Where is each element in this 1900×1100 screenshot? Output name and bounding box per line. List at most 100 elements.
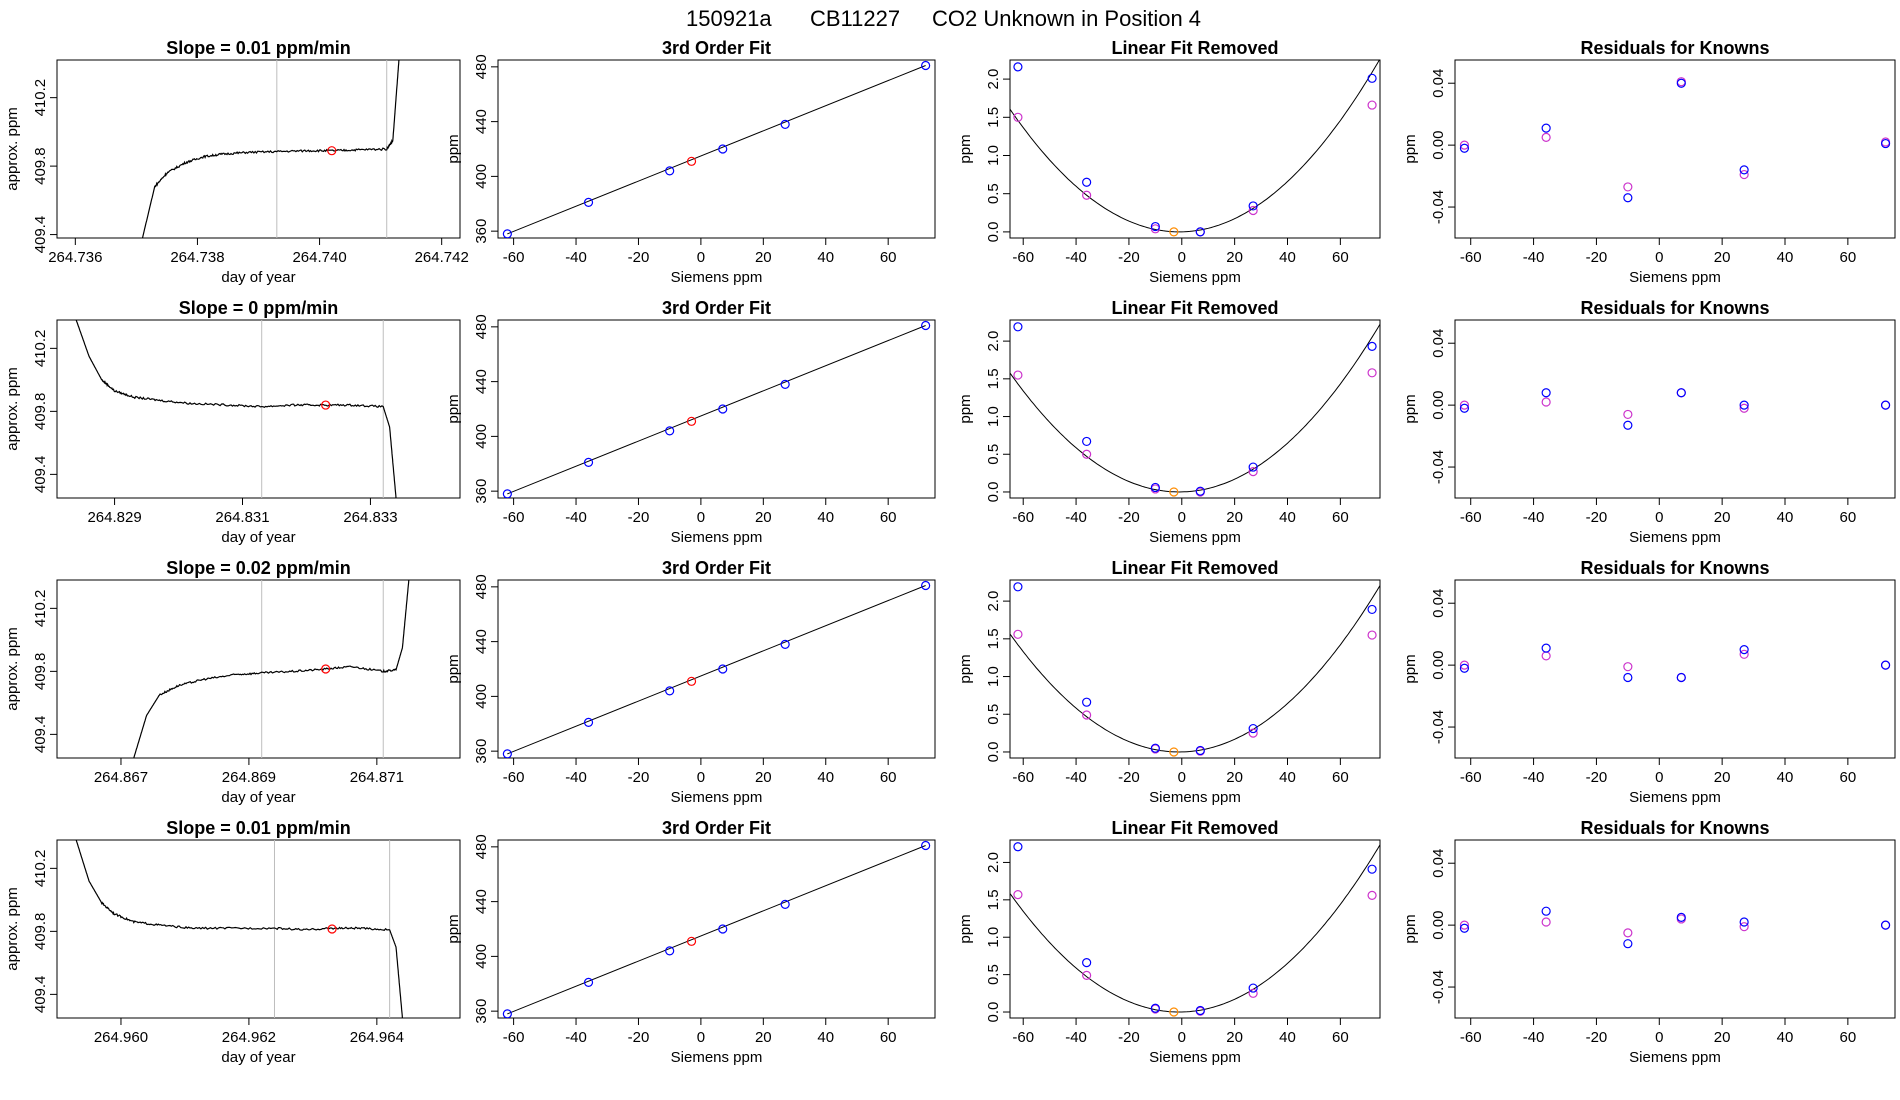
plot-frame <box>497 579 936 759</box>
x-tick-label: -60 <box>503 1029 525 1046</box>
known-point-alt <box>1150 224 1160 234</box>
plot-area <box>141 60 400 238</box>
y-tick-label: -0.04 <box>1430 970 1447 1004</box>
x-tick-label: 20 <box>755 249 772 266</box>
plot-area <box>75 320 397 498</box>
y-tick-label: 410.2 <box>32 850 49 888</box>
x-tick-label: -20 <box>1586 249 1608 266</box>
known-point <box>1459 663 1470 673</box>
known-point <box>1880 400 1891 410</box>
known-point <box>1459 143 1470 153</box>
x-tick-label: -60 <box>1460 1029 1482 1046</box>
known-point-alt <box>1739 922 1749 932</box>
known-point <box>1623 193 1633 203</box>
known-point <box>921 840 931 851</box>
y-tick-label: 440 <box>473 369 490 394</box>
known-point <box>1880 138 1891 149</box>
x-tick-label: 264.960 <box>94 1029 148 1046</box>
known-point <box>1676 912 1686 922</box>
y-tick-label: 360 <box>473 219 490 244</box>
y-tick-label: 440 <box>473 109 490 134</box>
average-marker <box>321 400 331 410</box>
x-tick-label: 20 <box>1226 769 1243 786</box>
known-point-alt <box>1367 630 1377 640</box>
y-tick-label: 409.4 <box>32 216 49 254</box>
x-tick-label: -20 <box>628 769 650 786</box>
y-tick-label: 0.0 <box>985 482 1002 503</box>
x-tick-label: 0 <box>1178 1029 1186 1046</box>
fit-line <box>507 845 926 1015</box>
panel-title: 3rd Order Fit <box>662 298 771 318</box>
known-point <box>921 580 931 591</box>
x-tick-label: -20 <box>1586 509 1608 526</box>
y-tick-label: 410.2 <box>32 79 49 117</box>
known-point <box>1623 672 1633 683</box>
known-point-alt <box>1623 182 1633 192</box>
plot-frame <box>56 839 461 1019</box>
known-point <box>1739 645 1749 655</box>
y-tick-label: 0.0 <box>985 1002 1002 1023</box>
x-tick-label: 0 <box>697 249 705 266</box>
panel-r3c1: Slope = 0.02 ppm/min 264.867 264.869 264.87… <box>4 558 461 806</box>
y-tick-label: 2.0 <box>985 852 1002 873</box>
x-axis-label: Siemens ppm <box>1629 269 1721 286</box>
plot-frame <box>56 59 461 239</box>
x-tick-label: 60 <box>880 509 897 526</box>
known-point <box>1367 73 1377 83</box>
panel-r2c1: Slope = 0 ppm/min 264.829 264.831 264.833 40… <box>4 298 461 546</box>
plot-area <box>1010 322 1380 497</box>
x-tick-label: 264.869 <box>222 769 276 786</box>
known-point-alt <box>1459 140 1470 150</box>
known-point-alt <box>1541 397 1551 407</box>
x-tick-label: -60 <box>503 509 525 526</box>
y-axis-label: approx. ppm <box>4 627 21 710</box>
x-tick-label: 40 <box>1777 509 1794 526</box>
panel-title: Slope = 0.01 ppm/min <box>166 818 351 838</box>
x-tick-label: 60 <box>1332 249 1349 266</box>
y-tick-label: 360 <box>473 479 490 504</box>
unknown-point <box>686 936 697 946</box>
known-point <box>1248 201 1258 211</box>
x-tick-label: 264.833 <box>343 509 397 526</box>
known-point-alt <box>1248 728 1258 738</box>
fit-curve <box>1010 844 1380 1013</box>
known-point-alt <box>1623 928 1633 938</box>
x-axis-label: day of year <box>221 269 295 286</box>
panel-r1c3: Linear Fit Removed -60 -40 -20 0 20 40 60 0.0 0.5… <box>957 38 1381 286</box>
y-axis-label: ppm <box>957 914 974 943</box>
y-tick-label: -0.04 <box>1430 450 1447 484</box>
known-point <box>1248 983 1258 993</box>
y-tick-label: 409.4 <box>32 456 49 494</box>
fit-curve <box>1010 585 1380 753</box>
y-tick-label: 0.5 <box>985 183 1002 204</box>
panel-title: Linear Fit Removed <box>1111 818 1278 838</box>
figure-title-run: 150921a <box>686 6 772 31</box>
known-point <box>1541 388 1551 398</box>
known-point-alt <box>1541 132 1551 142</box>
x-tick-label: -20 <box>628 249 650 266</box>
panel-grid: Slope = 0.01 ppm/min 264.736 264.738 264.74… <box>4 38 1896 1066</box>
x-tick-label: 40 <box>1777 769 1794 786</box>
known-point <box>1082 177 1092 187</box>
x-tick-label: -40 <box>1523 769 1545 786</box>
y-tick-label: 1.0 <box>985 666 1002 687</box>
x-tick-label: -60 <box>1460 249 1482 266</box>
x-tick-label: 60 <box>880 769 897 786</box>
plot-area <box>75 840 403 1018</box>
y-tick-label: 0.5 <box>985 444 1002 465</box>
average-marker <box>327 146 337 156</box>
x-tick-label: -20 <box>1118 509 1140 526</box>
known-point-alt <box>1367 100 1377 110</box>
fit-line <box>507 325 926 495</box>
panel-title: Residuals for Knowns <box>1580 818 1769 838</box>
panel-r1c4: Residuals for Knowns -60 -40 -20 0 20 40 60 -0.0… <box>1402 38 1896 286</box>
fit-curve <box>1010 60 1380 233</box>
plot-area <box>1459 906 1891 949</box>
panel-r4c1: Slope = 0.01 ppm/min 264.960 264.962 264.96… <box>4 818 461 1066</box>
y-tick-label: 480 <box>473 54 490 79</box>
panel-r2c4: Residuals for Knowns -60 -40 -20 0 20 40 60 -0.0… <box>1402 298 1896 546</box>
known-point <box>1739 917 1749 927</box>
known-point-alt <box>1541 651 1551 661</box>
x-tick-label: 60 <box>1840 769 1857 786</box>
x-tick-label: 264.867 <box>94 769 148 786</box>
